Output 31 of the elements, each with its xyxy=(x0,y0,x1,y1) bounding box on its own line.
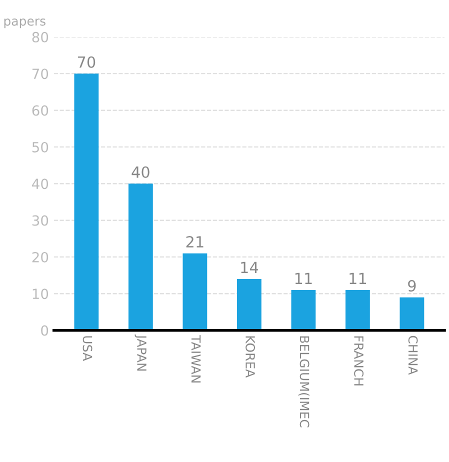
x-tick-label: TAIWAN xyxy=(191,335,201,382)
y-tick-label: 0 xyxy=(41,325,48,336)
bar xyxy=(236,278,262,330)
bar xyxy=(74,74,99,330)
bar xyxy=(291,290,316,330)
x-tick-label: USA xyxy=(82,336,92,361)
bar xyxy=(128,184,153,330)
y-tick-label: 60 xyxy=(32,105,48,116)
bar xyxy=(182,253,208,330)
x-tick-label: KOREA xyxy=(246,336,256,378)
bar xyxy=(345,290,370,330)
data-label: 21 xyxy=(186,236,204,248)
x-tick-label: BELGIUM(IMEC xyxy=(298,336,310,428)
y-tick-label: 30 xyxy=(32,215,48,226)
y-tick-label: 70 xyxy=(32,68,48,80)
data-label: 14 xyxy=(241,262,258,274)
data-label: 70 xyxy=(78,56,96,68)
y-tick-label: 80 xyxy=(32,32,48,42)
y-tick-label: 50 xyxy=(32,142,48,152)
x-tick-label: CHINA xyxy=(408,336,418,375)
bar xyxy=(400,297,424,330)
x-tick-label: JAPAN xyxy=(134,334,146,371)
data-label: 11 xyxy=(295,272,312,284)
data-label: 11 xyxy=(350,272,366,284)
x-tick-label: FRANCH xyxy=(354,336,364,386)
data-label: 40 xyxy=(132,166,150,178)
y-axis-title: papers xyxy=(4,18,46,28)
data-label: 9 xyxy=(408,280,416,292)
y-tick-label: 10 xyxy=(32,288,48,300)
y-tick-label: 40 xyxy=(32,178,48,190)
y-tick-label: 20 xyxy=(32,252,48,262)
